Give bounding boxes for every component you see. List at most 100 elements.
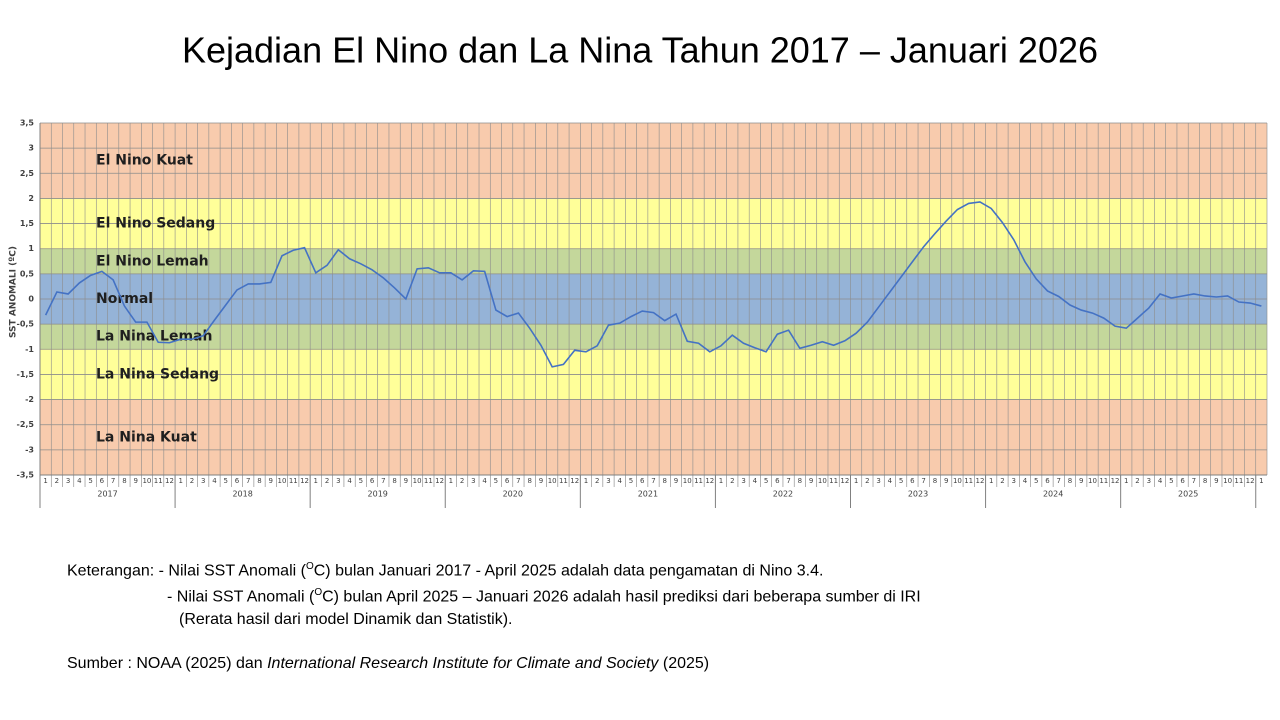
x-tick-label: 8 [663,477,667,485]
note-sup: O [305,561,314,572]
y-tick-label: -2 [25,395,34,404]
x-tick-label: 4 [212,477,217,485]
note-line: - Nilai SST Anomali (OC) bulan April 202… [67,582,921,608]
x-tick-label: 1 [43,477,47,485]
source-line: Sumber : NOAA (2025) dan International R… [67,653,921,675]
x-tick-label: 8 [798,477,802,485]
x-tick-label: 3 [1147,477,1151,485]
chart-title: Kejadian El Nino dan La Nina Tahun 2017 … [182,30,1098,71]
y-tick-label: 0,5 [20,269,35,278]
x-tick-label: 3 [471,477,475,485]
x-tick-label: 12 [570,477,579,485]
x-tick-label: 6 [1180,477,1185,485]
y-tick-label: 2 [28,194,34,203]
x-tick-label: 7 [111,477,115,485]
x-tick-label: 9 [809,477,813,485]
x-tick-label: 8 [933,477,937,485]
x-tick-label: 8 [527,477,531,485]
data-line [44,201,1262,368]
note-line: (Rerata hasil dari model Dinamik dan Sta… [67,609,921,631]
x-tick-label: 2 [595,477,599,485]
x-tick-label: 12 [165,477,174,485]
x-tick-label: 9 [944,477,948,485]
year-label: 2018 [232,490,252,499]
x-tick-label: 11 [289,477,298,485]
band-label: El Nino Lemah [96,253,209,269]
x-tick-label: 7 [246,477,250,485]
x-tick-label: 8 [257,477,261,485]
x-tick-label: 1 [989,477,993,485]
x-tick-label: 10 [683,477,692,485]
x-tick-label: 2 [55,477,59,485]
y-tick-label: -1,5 [17,370,35,379]
x-tick-label: 10 [1088,477,1097,485]
year-label: 2024 [1043,490,1063,499]
x-tick-label: 11 [1099,477,1108,485]
x-tick-label: 1 [854,477,858,485]
x-tick-label: 3 [876,477,880,485]
note-text: - Nilai SST Anomali ( [167,588,315,606]
note-line: Keterangan: - Nilai SST Anomali (OC) bul… [67,556,921,582]
x-tick-label: 6 [370,477,375,485]
x-tick-label: 1 [1124,477,1128,485]
y-tick-label: 3,5 [20,119,35,128]
x-tick-label: 10 [278,477,287,485]
x-tick-label: 9 [1079,477,1083,485]
x-tick-label: 1 [449,477,453,485]
band-label: Normal [96,291,153,307]
band [40,123,1267,199]
x-tick-label: 3 [741,477,745,485]
x-tick-label: 9 [1214,477,1218,485]
year-label: 2022 [773,490,793,499]
note-text: - Nilai SST Anomali ( [158,562,306,580]
x-tick-label: 2 [460,477,464,485]
x-tick-label: 12 [1246,477,1255,485]
x-tick-label: 2 [325,477,329,485]
x-tick-label: 12 [975,477,984,485]
x-tick-label: 10 [548,477,557,485]
x-tick-label: 3 [66,477,70,485]
x-tick-label: 6 [235,477,240,485]
y-tick-label: 1 [28,244,34,253]
x-tick-label: 8 [392,477,396,485]
y-tick-label: -1 [25,345,34,354]
y-tick-label: 3 [28,144,34,153]
x-tick-label: 12 [435,477,444,485]
x-tick-label: 3 [606,477,610,485]
x-tick-label: 4 [347,477,352,485]
x-tick-label: 4 [1158,477,1163,485]
band-label: El Nino Sedang [96,216,215,232]
notes: Keterangan: - Nilai SST Anomali (OC) bul… [67,556,921,675]
x-tick-label: 6 [910,477,915,485]
x-tick-label: 7 [1057,477,1061,485]
x-tick-label: 7 [381,477,385,485]
x-tick-label: 5 [494,477,498,485]
x-tick-label: 11 [829,477,838,485]
x-tick-label: 10 [142,477,151,485]
x-tick-label: 1 [314,477,318,485]
x-tick-label: 5 [629,477,633,485]
year-label: 2021 [638,490,658,499]
x-tick-label: 7 [1192,477,1196,485]
year-label: 2019 [368,490,388,499]
x-tick-label: 11 [424,477,433,485]
x-tick-label: 8 [1203,477,1207,485]
x-tick-label: 9 [539,477,543,485]
year-label: 2025 [1178,490,1198,499]
x-tick-label: 12 [300,477,309,485]
band [40,324,1267,350]
x-tick-label: 5 [764,477,768,485]
x-tick-label: 5 [224,477,228,485]
x-tick-label: 5 [1169,477,1173,485]
x-tick-label: 1 [1259,477,1263,485]
x-tick-label: 1 [719,477,723,485]
x-tick-label: 8 [122,477,126,485]
band [40,248,1267,274]
y-tick-label: -3 [25,445,34,454]
x-tick-label: 7 [516,477,520,485]
chart: Kejadian El Nino dan La Nina Tahun 2017 … [9,30,1268,508]
x-tick-label: 1 [584,477,588,485]
x-tick-label: 4 [753,477,758,485]
x-tick-label: 2 [865,477,869,485]
